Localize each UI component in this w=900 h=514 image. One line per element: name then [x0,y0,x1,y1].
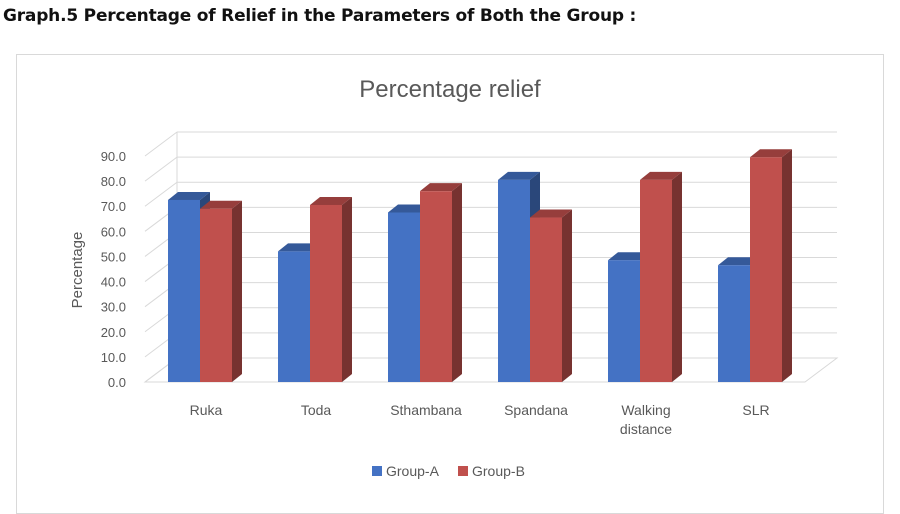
bar-group-b-0 [200,200,242,382]
chart-floor [143,357,839,383]
y-tick-label: 40.0 [101,275,126,290]
gridline-depth [144,156,178,182]
x-tick-label: Sthambana [390,402,462,418]
y-tick-label: 70.0 [101,199,126,214]
bar-chart: Percentage relief Percentage 0.0 10.0 20.0… [69,76,839,479]
y-tick-label: 50.0 [101,249,126,264]
legend: Group-A Group-B [372,463,525,479]
x-tick-labels: Ruka Toda Sthambana Spandana Walking distance… [190,402,770,437]
legend-item-group-a: Group-A [372,463,440,479]
legend-item-group-b: Group-B [458,463,525,479]
gridline-depth [144,181,178,207]
y-tick-label: 20.0 [101,325,126,340]
x-tick-label: Ruka [190,402,223,418]
y-tick-label: 80.0 [101,174,126,189]
legend-swatch [372,466,382,476]
x-tick-label: SLR [742,402,769,418]
bar-group-b-4 [640,171,682,382]
chart-title: Percentage relief [359,76,541,103]
bar-group-b-2 [420,183,462,382]
y-tick-label: 60.0 [101,224,126,239]
x-tick-label: Walking distance [620,402,672,437]
bars [168,149,792,382]
graph-caption: Graph.5 Percentage of Relief in the Para… [3,6,637,26]
y-axis-label: Percentage [69,232,86,309]
bar-group-b-5 [750,149,792,382]
y-tick-label: 10.0 [101,350,126,365]
bar-group-b-1 [310,196,352,382]
legend-swatch [458,466,468,476]
legend-label: Group-B [472,463,525,479]
gridline-depth [144,131,178,157]
x-tick-label: Toda [301,402,332,418]
y-tick-labels: 0.0 10.0 20.0 30.0 40.0 50.0 60.0 70.0 80.0 90.0 [101,149,126,390]
y-tick-label: 30.0 [101,300,126,315]
bar-group-b-3 [530,209,572,382]
x-tick-label: Spandana [504,402,568,418]
y-tick-label: 90.0 [101,149,126,164]
y-tick-label: 0.0 [108,375,126,390]
legend-label: Group-A [386,463,440,479]
